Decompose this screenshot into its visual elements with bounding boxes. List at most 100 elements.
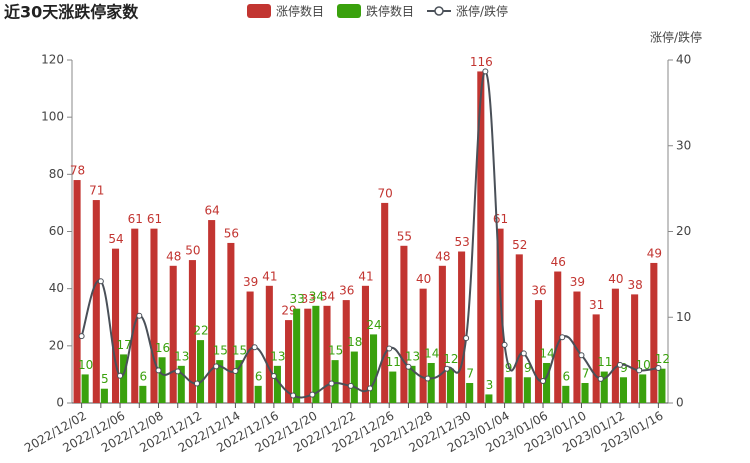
bar: [554, 271, 562, 403]
data-label: 64: [205, 204, 220, 218]
y2-tick-label: 30: [676, 138, 691, 152]
data-label: 17: [116, 338, 131, 352]
ratio-point: [309, 391, 316, 398]
data-label: 49: [647, 246, 662, 260]
data-label: 48: [435, 249, 450, 263]
bar: [100, 388, 108, 403]
bar: [235, 360, 243, 403]
data-label: 16: [155, 341, 170, 355]
ratio-point: [616, 361, 623, 368]
bar: [458, 251, 466, 403]
data-label: 6: [140, 369, 148, 383]
data-label: 10: [78, 358, 93, 372]
data-label: 56: [224, 226, 239, 240]
data-label: 15: [232, 344, 247, 358]
ratio-point: [97, 278, 104, 285]
data-label: 70: [378, 186, 393, 200]
bar: [562, 385, 570, 403]
legend-swatch: [247, 4, 271, 18]
ratio-point: [540, 377, 547, 384]
ratio-point: [251, 344, 258, 351]
bar: [600, 371, 608, 403]
data-label: 18: [347, 335, 362, 349]
bar: [400, 245, 408, 403]
ratio-point: [367, 385, 373, 392]
data-label: 61: [147, 212, 162, 226]
ratio-point: [463, 335, 470, 342]
data-label: 5: [101, 372, 109, 386]
data-label: 13: [405, 349, 420, 363]
y2-axis-label: 涨停/跌停: [650, 30, 702, 45]
y2-tick-label: 10: [676, 310, 691, 324]
legend-swatch: [434, 6, 444, 16]
legend-label: 涨停数目: [276, 4, 324, 19]
data-label: 40: [416, 272, 431, 286]
data-label: 34: [309, 289, 324, 303]
data-label: 54: [108, 232, 123, 246]
data-label: 31: [589, 298, 604, 312]
bar: [227, 242, 235, 403]
bar: [216, 360, 224, 403]
data-label: 40: [608, 272, 623, 286]
bar: [350, 351, 358, 403]
y2-tick-label: 20: [676, 224, 691, 238]
bar: [427, 362, 435, 403]
ratio-point: [559, 334, 566, 341]
ratio-point: [424, 375, 431, 382]
ratio-point: [443, 365, 450, 372]
data-label: 33: [301, 292, 316, 306]
bar: [342, 300, 350, 403]
bar: [523, 377, 531, 403]
ratio-point: [520, 350, 527, 357]
data-label: 116: [470, 55, 493, 69]
bar: [177, 365, 185, 403]
bar: [631, 294, 639, 403]
data-label: 11: [386, 355, 401, 369]
data-label: 33: [289, 292, 304, 306]
data-label: 6: [562, 369, 570, 383]
data-label: 24: [366, 318, 381, 332]
data-label: 61: [128, 212, 143, 226]
y-tick-label: 100: [41, 110, 64, 124]
bar: [265, 285, 273, 403]
data-label: 50: [185, 244, 200, 258]
ratio-point: [213, 363, 220, 370]
data-label: 41: [358, 269, 373, 283]
bar: [389, 371, 397, 403]
ratio-point: [117, 372, 124, 379]
data-label: 34: [320, 289, 335, 303]
bar: [370, 334, 378, 403]
ratio-point: [270, 372, 277, 379]
bar: [515, 254, 523, 403]
ratio-point: [578, 352, 585, 359]
data-label: 22: [193, 324, 208, 338]
ratio-point: [655, 365, 662, 372]
data-label: 15: [328, 344, 343, 358]
bar: [246, 291, 254, 403]
y-tick-label: 120: [41, 53, 64, 67]
bar: [254, 385, 262, 403]
ratio-point: [597, 375, 604, 382]
bar: [639, 374, 647, 403]
ratio-point: [174, 368, 181, 375]
bar: [111, 248, 120, 403]
bar: [381, 202, 389, 403]
bar: [496, 228, 504, 403]
data-label: 13: [174, 349, 189, 363]
legend-label: 涨停/跌停: [456, 4, 508, 19]
data-label: 29: [281, 304, 296, 318]
data-label: 61: [493, 212, 508, 226]
bar: [419, 288, 427, 403]
ratio-point: [328, 380, 335, 387]
data-label: 9: [524, 361, 532, 375]
data-label: 11: [597, 355, 612, 369]
y-tick-label: 0: [56, 396, 64, 410]
ratio-point: [347, 382, 354, 389]
data-label: 38: [627, 278, 642, 292]
ratio-point: [482, 68, 489, 75]
bar: [573, 291, 581, 403]
bar: [81, 374, 89, 403]
data-label: 71: [89, 184, 104, 198]
ratio-point: [193, 380, 200, 387]
